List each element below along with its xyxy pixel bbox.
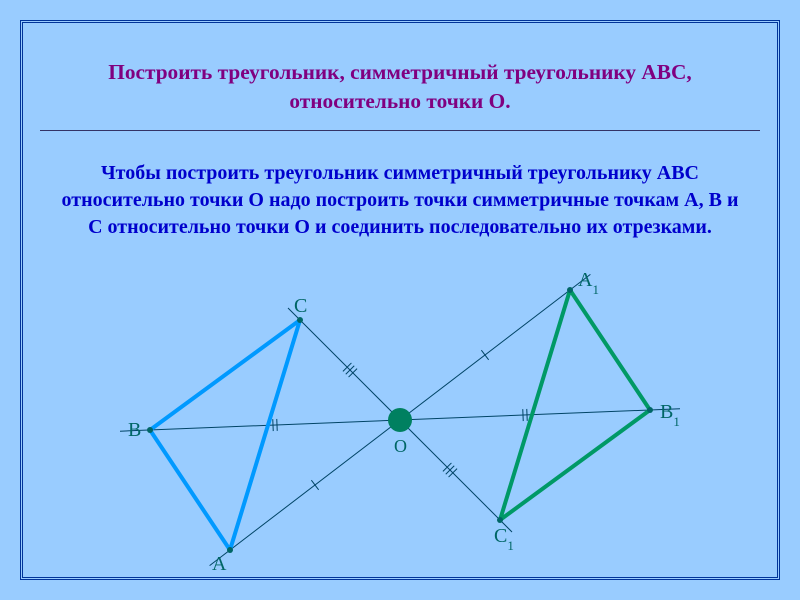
svg-text:C1: C1	[494, 525, 514, 553]
slide-title: Построить треугольник, симметричный треу…	[60, 58, 740, 116]
svg-text:B: B	[128, 419, 141, 441]
divider-line	[40, 130, 760, 131]
body-text: Чтобы построить треугольник симметричный…	[60, 160, 740, 241]
svg-text:C: C	[294, 295, 307, 317]
svg-text:B1: B1	[660, 401, 680, 429]
slide: Построить треугольник, симметричный треу…	[0, 0, 800, 600]
diagram: O A B C A1 B1 C1	[0, 260, 800, 580]
diagram-svg: O A B C A1 B1 C1	[0, 260, 800, 580]
svg-text:A: A	[212, 553, 227, 575]
svg-text:O: O	[394, 436, 407, 456]
svg-text:A1: A1	[578, 269, 599, 297]
